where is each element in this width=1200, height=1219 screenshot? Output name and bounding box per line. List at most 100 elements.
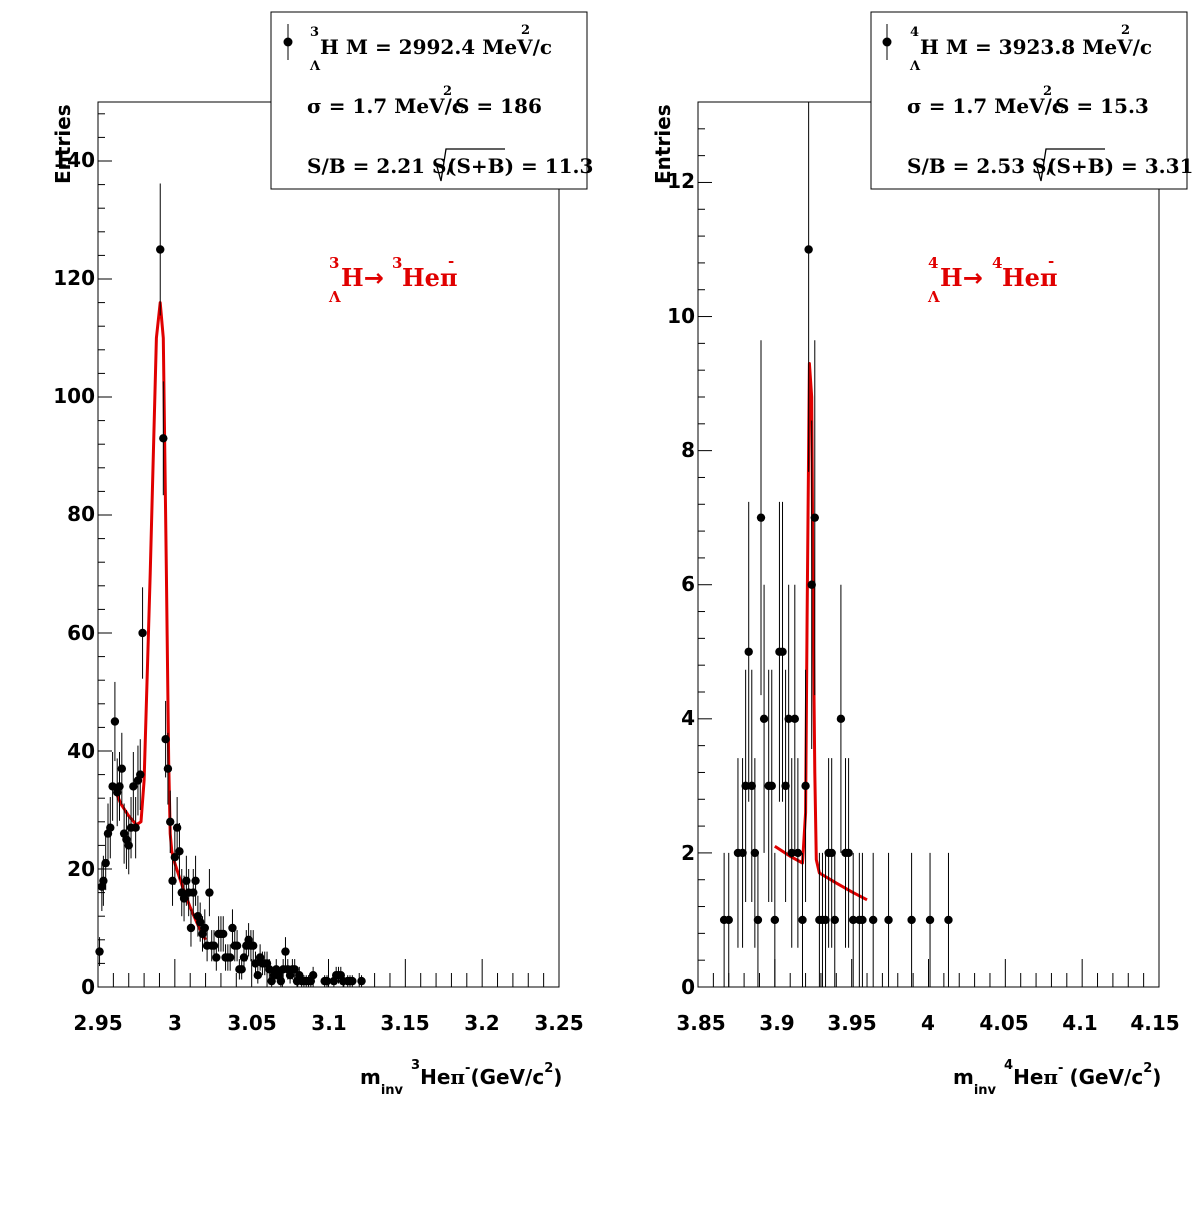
data-point bbox=[200, 923, 209, 933]
data-point bbox=[747, 781, 756, 791]
data-point bbox=[790, 714, 800, 724]
data-point bbox=[830, 915, 839, 925]
legend-mass-line: H M = 3923.8 MeV/c bbox=[920, 35, 1152, 59]
legend-sb-line: S/B = 2.21 S/ bbox=[307, 154, 454, 178]
right-x-axis-title: minv4Heπ- (GeV/c2) bbox=[953, 1058, 1161, 1098]
right-y-axis-title: Entries bbox=[651, 104, 675, 184]
data-point bbox=[117, 764, 127, 773]
data-point bbox=[228, 923, 237, 933]
data-point bbox=[836, 714, 846, 724]
y-tick-label: 20 bbox=[67, 857, 95, 881]
data-point bbox=[212, 953, 221, 962]
data-point bbox=[756, 513, 766, 522]
data-point bbox=[907, 915, 916, 925]
data-point bbox=[750, 848, 760, 858]
x-tick-label: 4.05 bbox=[979, 1011, 1028, 1035]
x-tick-label: 4 bbox=[921, 1011, 935, 1035]
svg-text:3: 3 bbox=[329, 254, 339, 272]
left-decay-label: 3 Λ H→ 3 Heπ - bbox=[328, 252, 458, 306]
legend-marker bbox=[283, 37, 293, 47]
y-tick-label: 100 bbox=[53, 384, 95, 408]
y-tick-label: 140 bbox=[53, 148, 95, 172]
data-point bbox=[249, 941, 258, 950]
y-tick-label: 80 bbox=[67, 502, 95, 526]
left-x-axis-title: minv3Heπ-(GeV/c2) bbox=[360, 1058, 562, 1098]
data-point bbox=[251, 959, 260, 968]
legend-signal-line: S = 15.3 bbox=[1055, 94, 1149, 118]
data-point bbox=[124, 841, 133, 850]
svg-text:H→: H→ bbox=[341, 263, 384, 292]
data-point bbox=[99, 876, 108, 885]
svg-text:H→: H→ bbox=[940, 263, 983, 292]
x-tick-label: 3 bbox=[168, 1011, 182, 1035]
svg-text:4: 4 bbox=[928, 254, 938, 272]
svg-text:3: 3 bbox=[310, 25, 319, 40]
data-point bbox=[225, 953, 235, 962]
data-point bbox=[168, 876, 177, 885]
data-point bbox=[322, 976, 332, 986]
legend-sqrt-sign bbox=[435, 148, 505, 182]
data-point bbox=[807, 580, 816, 589]
data-point bbox=[239, 953, 249, 962]
data-point bbox=[308, 971, 318, 980]
data-point bbox=[778, 647, 787, 656]
legend-sigma-line: σ = 1.7 MeV/c bbox=[307, 94, 464, 118]
data-point bbox=[868, 915, 878, 925]
y-tick-label: 40 bbox=[67, 739, 95, 763]
x-tick-label: 3.9 bbox=[759, 1011, 794, 1035]
data-point bbox=[129, 782, 138, 791]
data-point bbox=[189, 888, 198, 897]
legend-sqrt-sign bbox=[1035, 148, 1105, 182]
left-legend-frame bbox=[270, 11, 588, 190]
data-point bbox=[744, 647, 753, 656]
data-point bbox=[209, 941, 219, 950]
x-tick-label: 3.25 bbox=[534, 1011, 583, 1035]
data-point bbox=[804, 245, 813, 254]
data-point bbox=[232, 941, 242, 950]
svg-text:2: 2 bbox=[1043, 84, 1052, 99]
data-point bbox=[858, 915, 867, 925]
data-point bbox=[156, 245, 165, 254]
data-point bbox=[753, 915, 763, 925]
data-point bbox=[944, 915, 953, 925]
x-tick-label: 3.95 bbox=[827, 1011, 876, 1035]
data-point bbox=[784, 714, 793, 724]
y-tick-label: 120 bbox=[53, 266, 95, 290]
data-point bbox=[136, 770, 145, 779]
right-plot-frame bbox=[697, 101, 1160, 988]
right-data-points bbox=[719, 102, 953, 987]
data-point bbox=[253, 971, 263, 980]
data-point bbox=[798, 915, 807, 925]
legend-significance-line: (S+B) = 11.3 bbox=[447, 154, 593, 178]
y-tick-label: 0 bbox=[81, 975, 95, 999]
data-point bbox=[115, 782, 124, 791]
data-point bbox=[767, 781, 776, 791]
legend-marker bbox=[882, 37, 892, 47]
data-point bbox=[290, 965, 299, 974]
x-tick-label: 3.1 bbox=[311, 1011, 346, 1035]
y-tick-label: 2 bbox=[681, 841, 695, 865]
data-point bbox=[741, 781, 750, 791]
svg-text:Λ: Λ bbox=[328, 288, 341, 306]
right-y-tick-labels: 0 2 4 6 8 10 12 bbox=[667, 169, 695, 999]
data-point bbox=[357, 976, 366, 986]
data-point bbox=[781, 781, 790, 791]
data-point bbox=[163, 764, 173, 773]
svg-text:2: 2 bbox=[521, 23, 530, 38]
data-point bbox=[110, 717, 120, 726]
data-point bbox=[724, 915, 733, 925]
right-x-tick-labels: 3.85 3.9 3.95 4 4.05 4.1 4.15 bbox=[676, 1011, 1179, 1035]
data-point bbox=[844, 848, 853, 858]
data-point bbox=[884, 915, 893, 925]
data-point bbox=[849, 915, 858, 925]
svg-text:Λ: Λ bbox=[309, 59, 321, 74]
left-y-axis-title: Entries bbox=[51, 104, 75, 184]
x-tick-label: 3.85 bbox=[676, 1011, 725, 1035]
data-point bbox=[108, 782, 117, 791]
data-point bbox=[159, 434, 168, 443]
y-tick-label: 12 bbox=[667, 169, 695, 193]
fit-curve bbox=[773, 362, 868, 902]
left-y-tick-labels: 0 20 40 60 80 100 120 140 bbox=[53, 148, 95, 999]
